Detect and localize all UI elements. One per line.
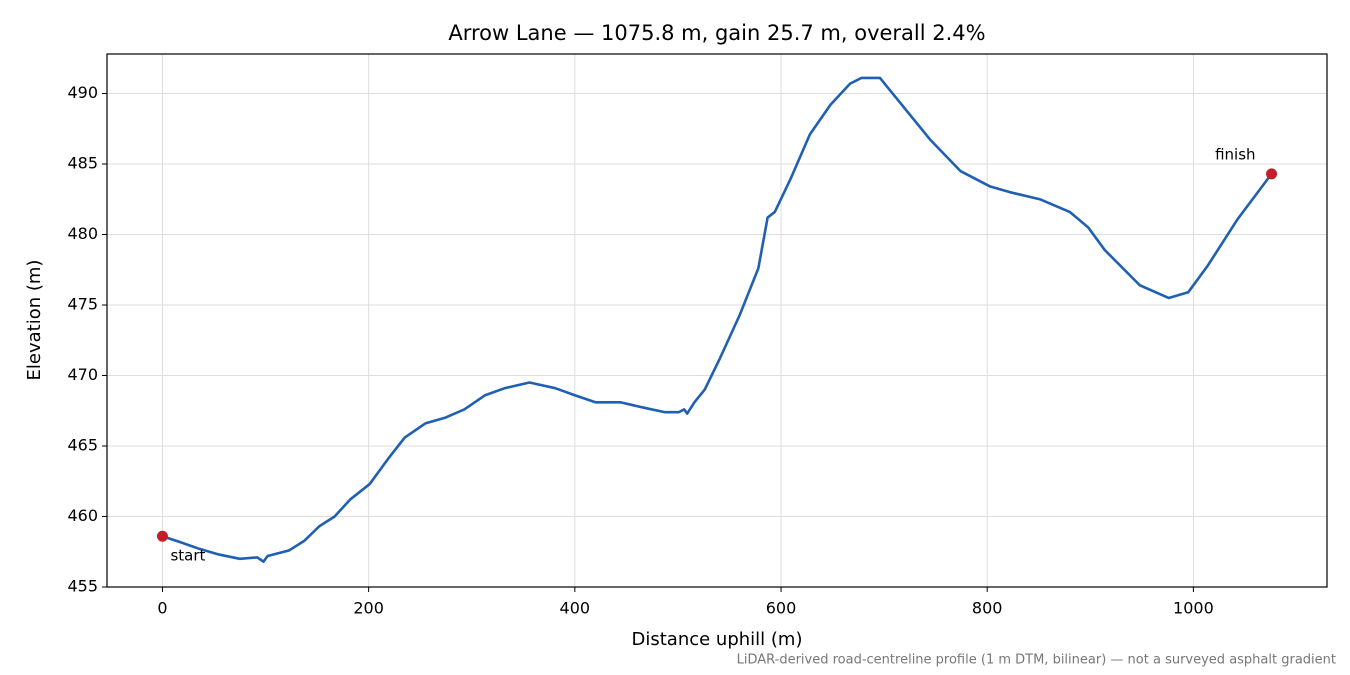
y-tick-label: 460 xyxy=(67,506,98,525)
plot-frame xyxy=(106,53,1328,588)
chart-title: Arrow Lane — 1075.8 m, gain 25.7 m, over… xyxy=(448,21,985,45)
x-tick-label: 600 xyxy=(766,599,797,618)
annotation: start xyxy=(170,547,205,565)
y-tick-label: 485 xyxy=(67,153,98,172)
x-tick-label: 400 xyxy=(560,599,591,618)
y-tick-label: 455 xyxy=(67,577,98,596)
footnote: LiDAR-derived road-centreline profile (1… xyxy=(737,653,1336,668)
y-axis-label: Elevation (m) xyxy=(24,260,45,381)
y-tick-label: 465 xyxy=(67,435,98,454)
y-tick-label: 470 xyxy=(67,365,98,384)
y-tick-label: 490 xyxy=(67,83,98,102)
y-tick-label: 480 xyxy=(67,224,98,243)
x-tick-label: 200 xyxy=(353,599,384,618)
y-tick-label: 475 xyxy=(67,294,98,313)
x-tick-label: 1000 xyxy=(1173,599,1214,618)
endpoint-marker xyxy=(156,530,168,542)
annotation: finish xyxy=(1215,145,1255,163)
x-tick-label: 800 xyxy=(972,599,1003,618)
x-tick-label: 0 xyxy=(157,599,167,618)
endpoint-marker xyxy=(1266,168,1278,180)
elevation-line xyxy=(162,76,1273,563)
x-axis-label: Distance uphill (m) xyxy=(632,629,803,650)
